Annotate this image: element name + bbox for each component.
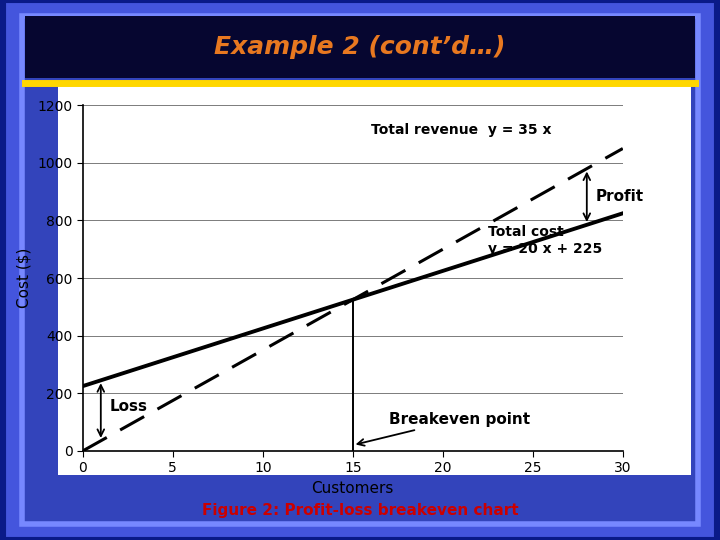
X-axis label: Customers: Customers — [312, 481, 394, 496]
Bar — [25, 16, 695, 78]
Text: Total revenue  y = 35 x: Total revenue y = 35 x — [371, 123, 552, 137]
Bar — [58, 86, 691, 475]
Text: Loss: Loss — [109, 399, 148, 414]
Text: Profit: Profit — [596, 189, 644, 204]
Y-axis label: Cost ($): Cost ($) — [17, 248, 32, 308]
Text: Total cost
y = 20 x + 225: Total cost y = 20 x + 225 — [488, 225, 602, 256]
Text: Figure 2: Profit-loss breakeven chart: Figure 2: Profit-loss breakeven chart — [202, 503, 518, 518]
Text: Breakeven point: Breakeven point — [357, 411, 530, 446]
Text: Example 2 (cont’d…): Example 2 (cont’d…) — [215, 35, 505, 59]
